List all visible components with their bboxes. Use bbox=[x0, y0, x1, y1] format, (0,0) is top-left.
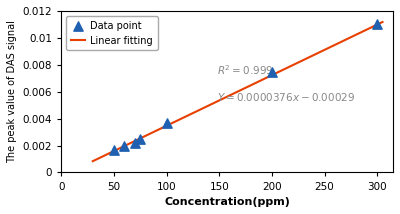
X-axis label: Concentration(ppm): Concentration(ppm) bbox=[164, 197, 290, 207]
Legend: Data point, Linear fitting: Data point, Linear fitting bbox=[66, 16, 158, 50]
Data point bbox=[137, 138, 143, 141]
Data point bbox=[121, 144, 128, 148]
Text: $R^2 = 0.999$: $R^2 = 0.999$ bbox=[217, 63, 274, 77]
Data point bbox=[269, 70, 275, 73]
Data point bbox=[132, 141, 138, 145]
Data point bbox=[111, 149, 117, 152]
Text: $Y = 0.0000376x - 0.00029$: $Y = 0.0000376x - 0.00029$ bbox=[217, 91, 355, 103]
Y-axis label: The peak value of DAS signal: The peak value of DAS signal bbox=[7, 20, 17, 163]
Data point bbox=[374, 23, 380, 26]
Data point bbox=[163, 121, 170, 124]
